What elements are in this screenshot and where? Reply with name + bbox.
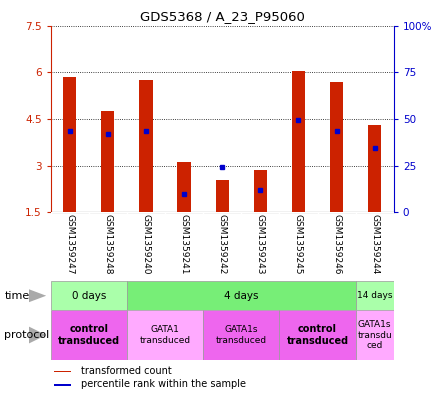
Text: GSM1359247: GSM1359247 bbox=[65, 214, 74, 275]
Bar bbox=[177, 162, 191, 212]
Text: GSM1359241: GSM1359241 bbox=[180, 214, 189, 275]
Text: percentile rank within the sample: percentile rank within the sample bbox=[81, 379, 246, 389]
Bar bbox=[54, 384, 71, 386]
Text: GSM1359244: GSM1359244 bbox=[370, 214, 379, 275]
Text: protocol: protocol bbox=[4, 330, 50, 340]
Text: 14 days: 14 days bbox=[357, 291, 392, 300]
Text: control
transduced: control transduced bbox=[286, 324, 348, 346]
Text: GSM1359242: GSM1359242 bbox=[218, 214, 227, 275]
Bar bbox=[216, 180, 229, 212]
Text: control
transduced: control transduced bbox=[58, 324, 120, 346]
Text: GATA1
transduced: GATA1 transduced bbox=[139, 325, 191, 345]
Text: GSM1359240: GSM1359240 bbox=[141, 214, 150, 275]
Text: GSM1359245: GSM1359245 bbox=[294, 214, 303, 275]
Text: GATA1s
transduced: GATA1s transduced bbox=[216, 325, 267, 345]
Text: 4 days: 4 days bbox=[224, 291, 259, 301]
Text: 0 days: 0 days bbox=[72, 291, 106, 301]
Text: transformed count: transformed count bbox=[81, 365, 172, 375]
Text: GSM1359246: GSM1359246 bbox=[332, 214, 341, 275]
Bar bbox=[127, 281, 356, 310]
Bar bbox=[63, 77, 77, 212]
Bar bbox=[51, 310, 127, 360]
Bar bbox=[356, 281, 394, 310]
Bar bbox=[368, 125, 381, 212]
Polygon shape bbox=[29, 289, 46, 302]
Bar bbox=[51, 281, 127, 310]
Text: GSM1359248: GSM1359248 bbox=[103, 214, 112, 275]
Bar bbox=[54, 371, 71, 372]
Title: GDS5368 / A_23_P95060: GDS5368 / A_23_P95060 bbox=[140, 10, 304, 23]
Bar bbox=[253, 170, 267, 212]
Polygon shape bbox=[29, 327, 46, 343]
Bar bbox=[101, 111, 114, 212]
Bar bbox=[139, 80, 153, 212]
Bar bbox=[279, 310, 356, 360]
Text: GSM1359243: GSM1359243 bbox=[256, 214, 265, 275]
Bar bbox=[292, 71, 305, 212]
Bar bbox=[356, 310, 394, 360]
Bar bbox=[127, 310, 203, 360]
Bar bbox=[330, 82, 343, 212]
Text: GATA1s
transdu
ced: GATA1s transdu ced bbox=[357, 320, 392, 350]
Bar bbox=[203, 310, 279, 360]
Text: time: time bbox=[4, 291, 29, 301]
